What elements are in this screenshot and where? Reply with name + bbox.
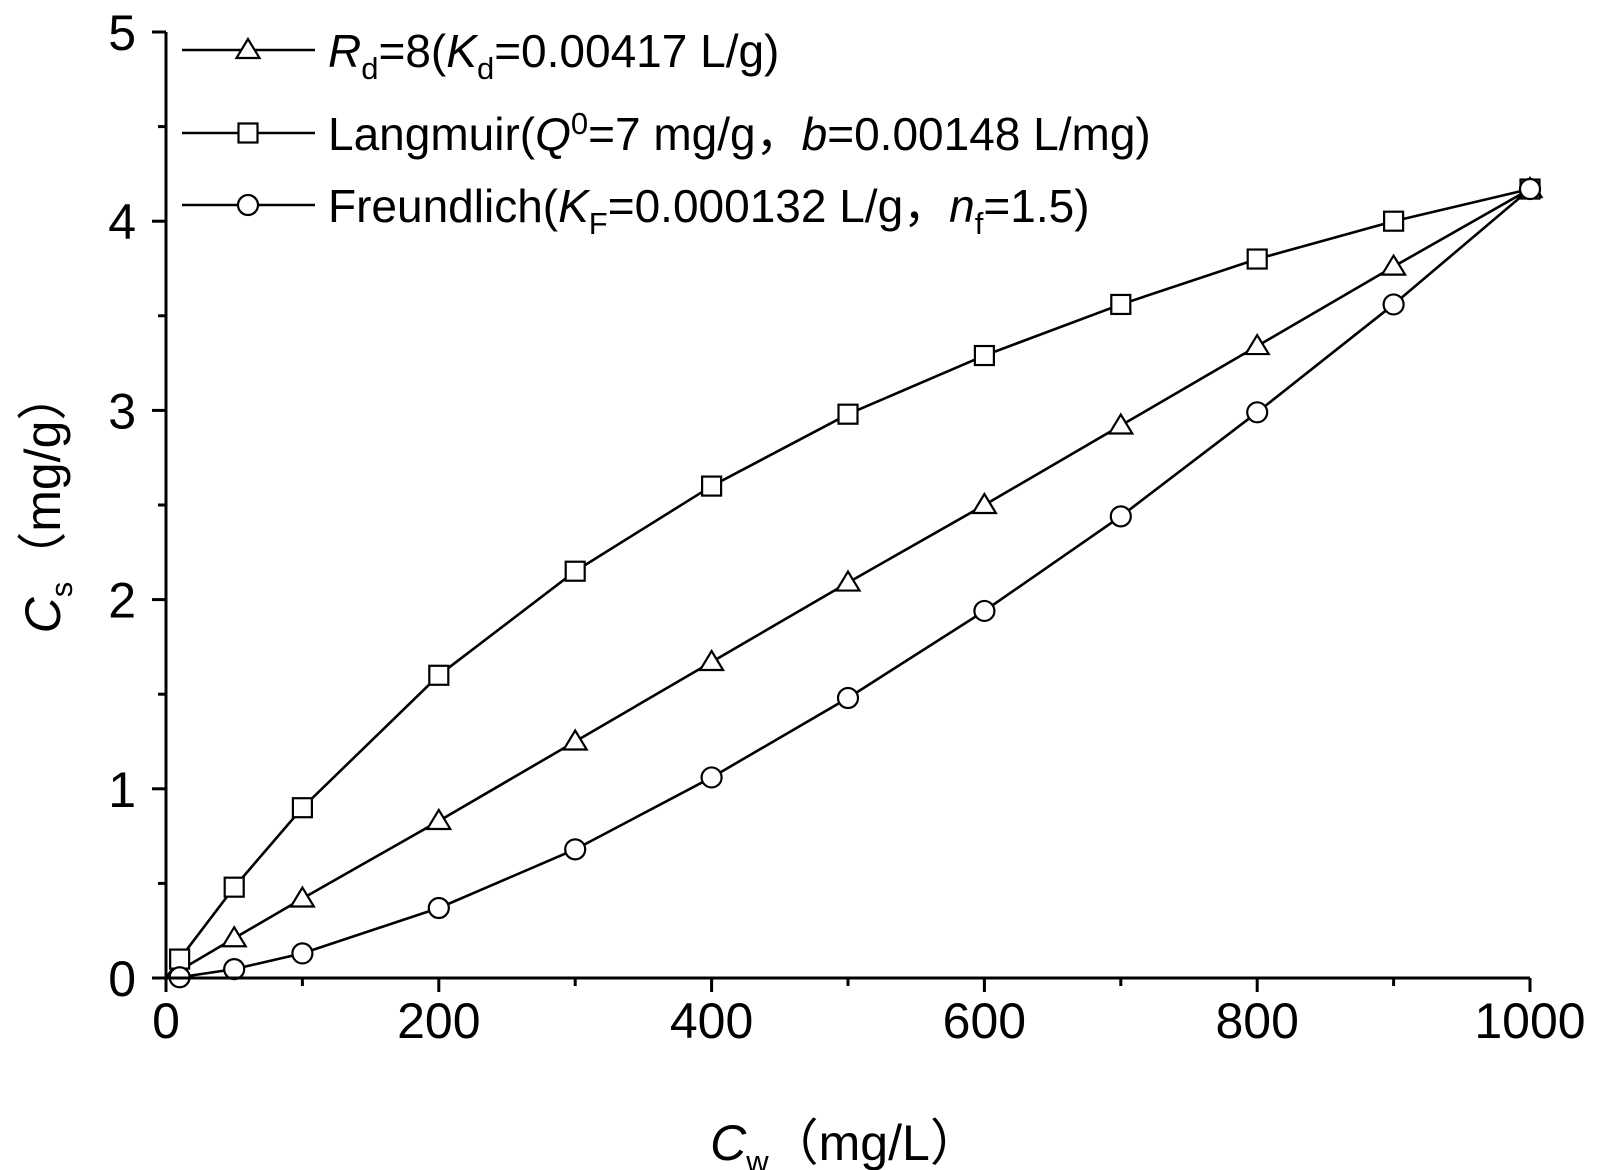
data-point-langmuir	[428, 664, 450, 686]
x-axis-title-sub: w	[745, 1144, 769, 1170]
x-tick-label: 0	[152, 993, 180, 1049]
legend-label-part: Q	[535, 108, 571, 160]
legend-label-part: Langmuir(	[328, 108, 536, 160]
legend-label-freundlich: Freundlich(KF=0.000132 L/g，nf=1.5)	[328, 180, 1090, 241]
x-tick-label: 600	[943, 993, 1026, 1049]
legend-label-part: 0	[571, 106, 588, 141]
data-point-langmuir	[291, 797, 313, 819]
data-point-langmuir	[700, 475, 723, 497]
x-tick-label: 200	[397, 993, 480, 1049]
legend-label-part: b	[802, 108, 828, 160]
legend-marker-freundlich	[236, 193, 260, 217]
y-tick-label: 1	[108, 762, 136, 818]
legend-label-part: =8(	[378, 25, 446, 77]
y-axis-title-sub: s	[44, 582, 79, 598]
data-point-langmuir	[837, 403, 859, 425]
series-linear	[165, 175, 1544, 980]
data-point-freundlich	[427, 896, 450, 920]
legend-label-part: =7 mg/g，	[588, 108, 802, 160]
x-tick-label: 1000	[1474, 993, 1585, 1049]
data-point-linear	[561, 728, 589, 751]
data-point-freundlich	[564, 838, 587, 861]
data-point-freundlich	[1246, 401, 1269, 424]
y-tick-label: 4	[108, 194, 136, 250]
legend-label-part: =0.00417 L/g)	[494, 25, 779, 77]
legend-marker-linear	[234, 36, 262, 60]
data-point-freundlich	[836, 686, 860, 710]
y-tick-label: 3	[108, 383, 136, 439]
data-point-freundlich	[1109, 505, 1132, 528]
data-point-linear	[1107, 412, 1135, 435]
data-point-freundlich	[973, 599, 996, 623]
legend-label-part: Freundlich(	[328, 180, 559, 232]
x-axis-title-unit: （mg/L）	[769, 1115, 980, 1170]
legend-label-part: F	[589, 206, 608, 241]
data-point-linear	[698, 648, 726, 672]
data-point-langmuir	[223, 876, 245, 898]
data-point-langmuir	[1382, 210, 1405, 232]
data-point-langmuir	[973, 344, 996, 367]
data-point-freundlich	[1382, 293, 1405, 316]
data-point-freundlich	[223, 958, 246, 981]
data-point-linear	[1243, 332, 1271, 356]
legend-label-part: =0.00148 L/mg)	[827, 108, 1151, 160]
legend-label-part: K	[558, 180, 591, 232]
data-point-linear	[220, 925, 248, 948]
data-point-freundlich	[1518, 177, 1542, 201]
y-axis-title-unit: （mg/g）	[15, 371, 71, 582]
legend: Rd=8(Kd=0.00417 L/g)Langmuir(Q0=7 mg/g，b…	[182, 25, 1151, 241]
data-point-langmuir	[169, 948, 191, 970]
y-tick-label: 2	[108, 573, 136, 629]
data-point-langmuir	[1246, 248, 1268, 270]
legend-label-langmuir: Langmuir(Q0=7 mg/g，b=0.00148 L/mg)	[328, 106, 1151, 160]
legend-label-part: R	[328, 25, 361, 77]
legend-label-part: d	[477, 51, 494, 86]
legend-label-part: =0.000132 L/g，	[608, 180, 949, 232]
legend-label-part: n	[949, 180, 975, 232]
series-layer	[164, 175, 1544, 989]
axis-titles: Cw（mg/L） Cs（mg/g）	[15, 371, 980, 1170]
legend-label-part: d	[361, 51, 378, 86]
data-point-linear	[834, 569, 862, 592]
data-point-langmuir	[1110, 293, 1132, 316]
x-axis-title: Cw（mg/L）	[710, 1115, 980, 1170]
data-point-freundlich	[700, 766, 723, 789]
legend-item-linear: Rd=8(Kd=0.00417 L/g)	[182, 25, 779, 86]
series-freundlich	[165, 177, 1542, 989]
data-point-linear	[970, 491, 998, 515]
data-point-linear	[425, 807, 453, 831]
data-point-langmuir	[564, 560, 586, 582]
y-tick-label: 0	[108, 951, 136, 1007]
legend-label-part: =1.5)	[983, 180, 1089, 232]
legend-item-freundlich: Freundlich(KF=0.000132 L/g，nf=1.5)	[182, 180, 1090, 241]
legend-label-linear: Rd=8(Kd=0.00417 L/g)	[328, 25, 779, 86]
data-point-linear	[1380, 253, 1408, 276]
axes-layer: 0 200 400 600 800 1000 0 1 2 3 4 5	[108, 5, 1585, 1049]
x-axis-title-main: C	[710, 1115, 747, 1170]
legend-label-part: f	[975, 206, 984, 241]
x-tick-label: 800	[1215, 993, 1298, 1049]
data-point-linear	[288, 885, 316, 908]
y-axis-title: Cs（mg/g）	[15, 371, 79, 634]
y-axis-title-main: C	[15, 596, 71, 633]
y-tick-label: 5	[108, 5, 136, 61]
legend-item-langmuir: Langmuir(Q0=7 mg/g，b=0.00148 L/mg)	[182, 106, 1151, 160]
legend-marker-langmuir	[237, 122, 259, 144]
legend-label-part: K	[446, 25, 479, 77]
x-tick-label: 400	[670, 993, 753, 1049]
data-point-freundlich	[291, 942, 314, 965]
